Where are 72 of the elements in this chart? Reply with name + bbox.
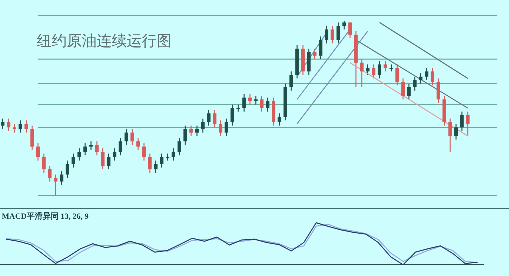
candlestick bbox=[1, 118, 5, 130]
candlestick bbox=[18, 120, 22, 134]
candlestick bbox=[430, 68, 434, 86]
candlestick bbox=[272, 97, 276, 126]
candlestick bbox=[466, 111, 470, 137]
candlestick bbox=[460, 111, 464, 132]
candlestick bbox=[266, 97, 270, 112]
candlestick bbox=[330, 26, 334, 44]
candlestick bbox=[60, 170, 64, 186]
candlestick bbox=[178, 138, 182, 156]
candlestick bbox=[407, 83, 411, 100]
candlestick bbox=[319, 36, 323, 60]
candlestick bbox=[278, 113, 282, 126]
candlestick bbox=[372, 64, 376, 80]
candlestick bbox=[442, 96, 446, 126]
candlestick bbox=[130, 128, 134, 146]
candlestick bbox=[242, 94, 246, 112]
candlestick bbox=[307, 48, 311, 76]
candlestick bbox=[142, 142, 146, 162]
candlestick bbox=[336, 22, 340, 44]
candlestick bbox=[124, 128, 128, 146]
candlestick bbox=[224, 118, 228, 137]
candlestick bbox=[248, 94, 252, 106]
candlestick bbox=[402, 78, 406, 100]
candlestick bbox=[324, 26, 329, 44]
candlestick bbox=[95, 141, 99, 156]
candlestick bbox=[207, 110, 211, 126]
candlestick bbox=[101, 148, 105, 170]
candlestick bbox=[219, 120, 223, 137]
candlestick bbox=[213, 110, 217, 128]
candlestick bbox=[118, 138, 122, 156]
candlestick bbox=[7, 118, 11, 132]
candlestick bbox=[160, 153, 164, 168]
candlestick bbox=[301, 44, 305, 76]
text: 纽约原油连续运行图 bbox=[37, 32, 172, 50]
candlestick bbox=[172, 148, 176, 162]
chart-title: MACD平滑异同 13, 26, 9 bbox=[2, 212, 89, 222]
candlestick bbox=[190, 125, 194, 137]
candlestick bbox=[107, 153, 111, 170]
candlestick bbox=[260, 96, 264, 112]
candlestick bbox=[436, 78, 440, 104]
candlestick bbox=[78, 148, 82, 162]
candlestick bbox=[113, 148, 117, 162]
candlestick bbox=[201, 118, 205, 134]
candlestick bbox=[425, 68, 429, 81]
candlestick bbox=[66, 160, 70, 179]
candlestick bbox=[36, 142, 40, 162]
candlestick bbox=[184, 125, 188, 146]
candlestick bbox=[154, 160, 158, 174]
candlestick bbox=[313, 48, 317, 60]
candlestick bbox=[348, 22, 352, 39]
candlestick bbox=[378, 60, 382, 80]
candlestick bbox=[136, 138, 140, 151]
candlestick bbox=[30, 125, 34, 151]
candlestick bbox=[54, 174, 58, 196]
candlestick bbox=[448, 118, 452, 153]
candlestick bbox=[48, 166, 52, 182]
candlestick bbox=[384, 60, 388, 72]
candlestick bbox=[195, 125, 199, 137]
candlestick bbox=[360, 58, 364, 88]
candlestick bbox=[396, 64, 400, 86]
candlestick bbox=[148, 153, 152, 174]
candlestick bbox=[24, 120, 28, 134]
candlestick bbox=[230, 104, 234, 126]
candlestick bbox=[454, 124, 458, 140]
candlestick bbox=[42, 153, 46, 174]
candlestick bbox=[413, 76, 417, 92]
candlestick bbox=[84, 142, 88, 156]
candlestick bbox=[290, 71, 294, 92]
candlestick bbox=[72, 153, 76, 168]
candlestick bbox=[419, 72, 423, 84]
candlestick bbox=[366, 64, 370, 76]
